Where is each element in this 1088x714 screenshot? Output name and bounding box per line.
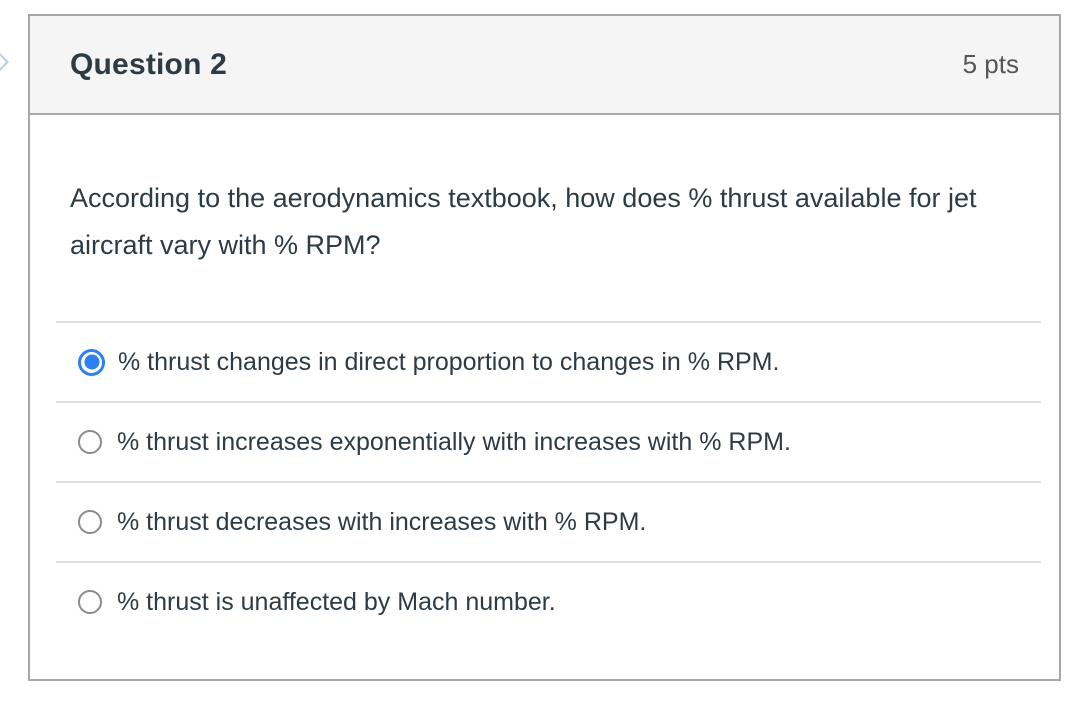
question-header: Question 2 5 pts — [30, 16, 1059, 115]
question-text: According to the aerodynamics textbook, … — [70, 183, 977, 260]
answer-option-1[interactable]: % thrust changes in direct proportion to… — [56, 321, 1041, 401]
answer-label[interactable]: % thrust is unaffected by Mach number. — [117, 588, 556, 616]
answer-label[interactable]: % thrust changes in direct proportion to… — [118, 348, 780, 376]
question-title: Question 2 — [70, 47, 228, 81]
radio-button[interactable] — [78, 510, 102, 534]
answer-label[interactable]: % thrust decreases with increases with %… — [117, 508, 647, 536]
answer-label[interactable]: % thrust increases exponentially with in… — [117, 428, 791, 456]
question-points: 5 pts — [962, 49, 1019, 79]
answer-option-2[interactable]: % thrust increases exponentially with in… — [56, 401, 1041, 481]
answer-option-3[interactable]: % thrust decreases with increases with %… — [56, 481, 1041, 561]
chevron-right-icon — [0, 45, 9, 79]
radio-button[interactable] — [78, 348, 105, 376]
radio-button[interactable] — [78, 430, 102, 454]
answer-option-4[interactable]: % thrust is unaffected by Mach number. — [56, 561, 1041, 641]
answers-list: % thrust changes in direct proportion to… — [56, 321, 1041, 641]
radio-button[interactable] — [78, 590, 102, 614]
question-card: Question 2 5 pts According to the aerody… — [28, 14, 1061, 681]
